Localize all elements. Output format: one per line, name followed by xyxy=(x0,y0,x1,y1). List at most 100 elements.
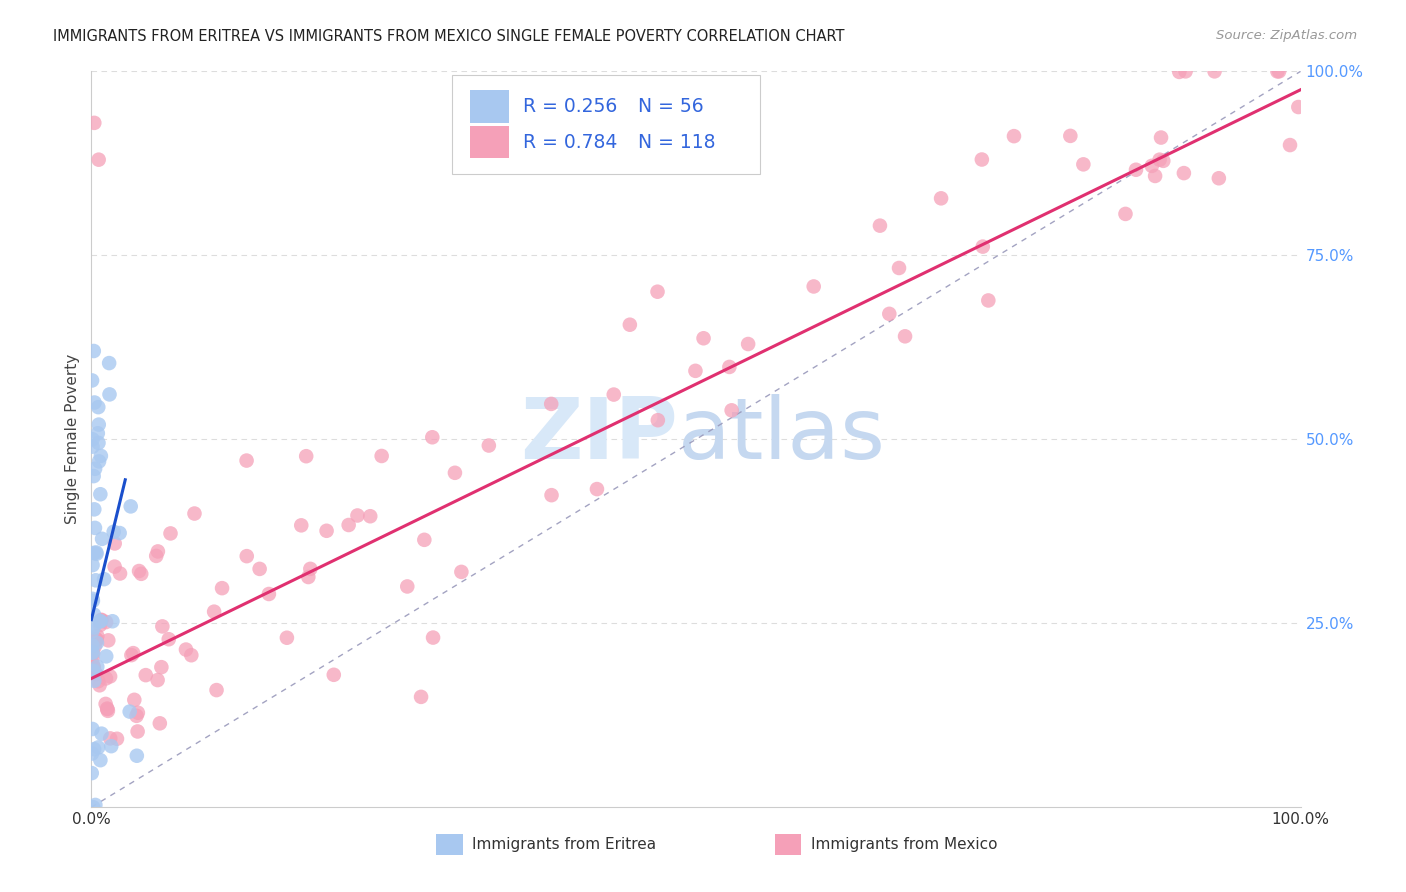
Point xyxy=(84,521,107,535)
Point xyxy=(80,747,103,761)
Point xyxy=(887,260,910,275)
Point xyxy=(87,674,110,689)
Point xyxy=(346,508,368,523)
Point xyxy=(96,702,118,716)
Point xyxy=(86,632,108,647)
Point xyxy=(87,153,110,167)
Point xyxy=(86,632,108,647)
Point xyxy=(82,800,104,814)
Point xyxy=(290,518,312,533)
Point xyxy=(174,642,197,657)
Point xyxy=(972,239,994,253)
Point xyxy=(647,285,669,299)
Point xyxy=(82,646,104,660)
Point xyxy=(86,633,108,648)
Point xyxy=(297,570,319,584)
Point xyxy=(108,526,131,541)
Point xyxy=(396,579,419,593)
Point xyxy=(257,587,280,601)
Point xyxy=(157,632,180,647)
Point xyxy=(89,615,111,629)
Text: IMMIGRANTS FROM ERITREA VS IMMIGRANTS FROM MEXICO SINGLE FEMALE POVERTY CORRELAT: IMMIGRANTS FROM ERITREA VS IMMIGRANTS FR… xyxy=(53,29,845,44)
Point xyxy=(586,482,609,496)
Point xyxy=(1149,153,1171,167)
Point xyxy=(211,581,233,595)
Point xyxy=(103,524,125,539)
Point xyxy=(94,672,117,686)
Point xyxy=(409,690,432,704)
Point xyxy=(98,731,121,746)
Point xyxy=(478,438,501,452)
Point xyxy=(122,646,145,660)
Point xyxy=(276,631,298,645)
Point xyxy=(94,615,117,629)
FancyBboxPatch shape xyxy=(775,835,801,855)
Point xyxy=(82,722,104,736)
Point xyxy=(183,507,205,521)
Point xyxy=(91,532,114,546)
Point xyxy=(98,669,121,683)
Point xyxy=(100,739,122,753)
Point xyxy=(803,279,825,293)
FancyBboxPatch shape xyxy=(470,90,509,123)
Point xyxy=(83,673,105,688)
Point xyxy=(1073,157,1095,171)
Point xyxy=(1268,64,1291,78)
Point xyxy=(1002,129,1025,144)
Text: N = 118: N = 118 xyxy=(638,133,716,152)
Point xyxy=(603,387,626,401)
Point xyxy=(685,364,707,378)
Point xyxy=(894,329,917,343)
Point xyxy=(118,705,141,719)
Point xyxy=(180,648,202,663)
Point xyxy=(970,153,993,167)
Point xyxy=(83,116,105,130)
Point xyxy=(128,564,150,578)
Point xyxy=(83,546,105,560)
Point xyxy=(104,536,127,550)
Point xyxy=(1114,207,1136,221)
Point xyxy=(1204,64,1226,78)
Point xyxy=(82,594,104,608)
Point xyxy=(83,395,105,409)
Point xyxy=(83,640,105,654)
Point xyxy=(98,387,121,401)
Point xyxy=(295,449,318,463)
Point xyxy=(84,667,107,681)
Point xyxy=(120,500,142,514)
Point xyxy=(135,668,157,682)
Point xyxy=(249,562,271,576)
Point xyxy=(87,740,110,755)
Point xyxy=(90,613,112,627)
Point xyxy=(124,693,146,707)
FancyBboxPatch shape xyxy=(436,835,463,855)
Point xyxy=(420,430,443,444)
Point xyxy=(83,664,105,678)
Point xyxy=(737,337,759,351)
Text: R = 0.256: R = 0.256 xyxy=(523,97,617,116)
Point xyxy=(86,659,108,673)
Point xyxy=(89,487,111,501)
Point xyxy=(83,660,105,674)
Point xyxy=(87,454,110,468)
Point xyxy=(444,466,467,480)
Point xyxy=(90,449,112,463)
Point xyxy=(1144,169,1167,183)
Point xyxy=(101,614,124,628)
Point xyxy=(718,359,741,374)
FancyBboxPatch shape xyxy=(451,75,761,175)
Point xyxy=(84,545,107,559)
Point xyxy=(80,374,103,388)
Point xyxy=(146,673,169,687)
Point xyxy=(84,666,107,681)
Point xyxy=(82,657,104,671)
Point xyxy=(80,645,103,659)
Point xyxy=(83,502,105,516)
Point xyxy=(86,629,108,643)
Point xyxy=(127,724,149,739)
Point xyxy=(84,462,107,476)
Point xyxy=(87,426,110,441)
Point xyxy=(83,607,105,622)
Point xyxy=(1168,65,1191,79)
Point xyxy=(120,648,142,662)
